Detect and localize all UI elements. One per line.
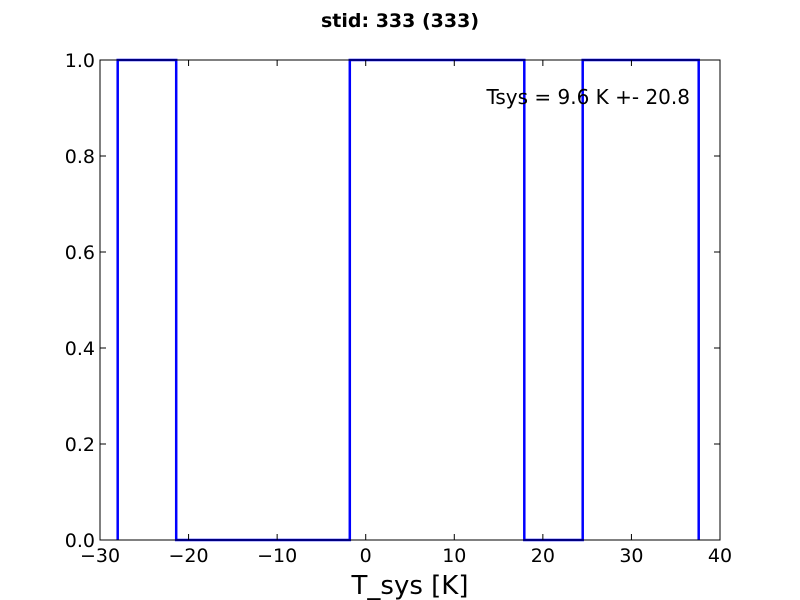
y-tick-label: 0.2 [65,434,95,456]
x-tick-label: 20 [531,545,555,567]
x-axis-label: T_sys [K] [351,571,469,600]
x-tick-label: −20 [169,545,209,567]
plot-area [100,60,720,540]
x-tick-label: 0 [360,545,372,567]
y-tick-label: 0.4 [65,338,95,360]
x-tick-label: −30 [80,545,120,567]
x-tick-label: −10 [257,545,297,567]
y-tick-label: 0.8 [65,146,95,168]
y-tick-label: 0.0 [65,530,95,552]
y-axis: 0.0 0.2 0.4 0.6 0.8 1.0 [65,50,720,552]
chart-title: stid: 333 (333) [321,10,479,32]
y-tick-label: 1.0 [65,50,95,72]
x-tick-label: 30 [619,545,643,567]
x-axis: −30 −20 −10 0 10 20 30 40 [80,60,732,567]
x-tick-label: 40 [708,545,732,567]
x-tick-label: 10 [442,545,466,567]
tsys-annotation: Tsys = 9.6 K +- 20.8 [485,85,690,109]
y-tick-label: 0.6 [65,242,95,264]
plot-frame [99,59,721,541]
